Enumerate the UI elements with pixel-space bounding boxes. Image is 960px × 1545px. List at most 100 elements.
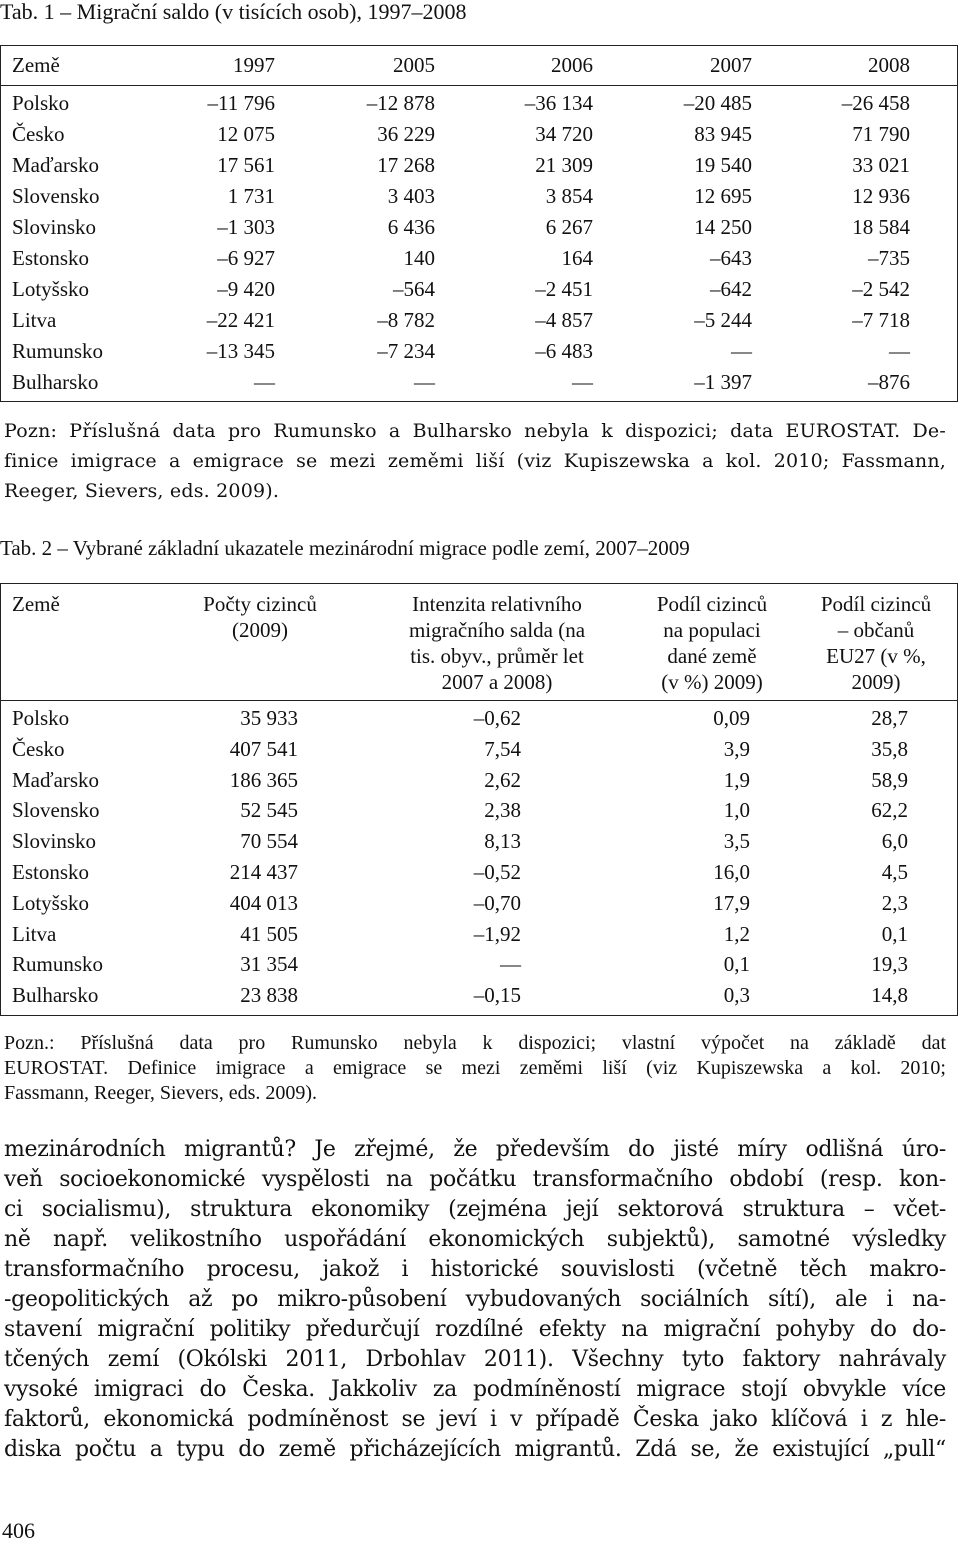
body-line: diska počtu a typu do země přicházejícíc… [4,1437,946,1462]
body-line: ci socialismu), struktura ekonomiky (zej… [4,1197,946,1222]
cell: 35,8 [871,736,908,761]
column-header: Podíl cizinců [656,592,768,616]
cell: –4 857 [535,308,593,332]
cell: 407 541 [229,736,298,761]
page-number: 406 [2,1518,35,1543]
cell: –735 [868,246,910,270]
table-2-header-rule [0,700,958,701]
cell: 404 013 [229,890,298,915]
cell: –2 542 [852,277,910,301]
column-header: na populaci [663,618,761,642]
row-label: Česko [12,736,65,761]
column-header: dané země [667,644,757,668]
cell: –20 485 [683,91,752,115]
body-line: vysoké imigraci do Česka. Jakkoliv za po… [4,1377,946,1402]
row-label: Rumunsko [12,952,104,977]
cell: 7,54 [484,736,521,761]
cell: –564 [393,277,435,301]
cell: 31 354 [240,952,298,977]
table-1-frame [0,45,958,402]
cell: 21 309 [535,153,593,177]
column-header: 2007 [710,53,752,77]
column-header: Podíl cizinců [820,592,932,616]
table-note: EUROSTAT. Definice imigrace a emigrace s… [4,1057,946,1079]
cell: –8 782 [377,308,435,332]
cell: –1,92 [473,921,521,946]
table-title: Tab. 1 – Migrační saldo (v tisících osob… [0,0,467,24]
column-header: tis. obyv., průměr let [410,644,584,668]
cell: — [731,339,752,363]
cell: –7 234 [377,339,435,363]
cell: –643 [710,246,752,270]
cell: 12 695 [694,184,752,208]
row-label: Slovinsko [12,829,97,854]
cell: 14,8 [871,983,908,1008]
cell: 6,0 [881,829,908,854]
row-label: Estonsko [12,860,90,884]
cell: –13 345 [206,339,275,363]
column-header: (2009) [232,618,288,642]
body-line: transformačního procesu, jakož i histori… [4,1257,946,1282]
cell: 33 021 [852,153,910,177]
cell: –9 420 [217,277,275,301]
cell: 0,09 [713,706,750,730]
cell: 17 268 [377,153,435,177]
cell: 3,5 [723,829,750,854]
cell: 1,0 [723,798,750,823]
cell: 8,13 [484,829,521,854]
cell: 36 229 [377,122,435,146]
row-label: Litva [12,308,57,332]
column-header: 2007 a 2008) [441,670,553,694]
row-label: Slovinsko [12,215,97,239]
table-note: Pozn.: Příslušná data pro Rumunsko nebyl… [4,1032,946,1054]
row-label: Maďarsko [12,153,100,177]
table-note: finice imigrace a emigrace se mezi zeměm… [4,450,946,472]
cell: 34 720 [535,122,593,146]
cell: –5 244 [694,308,752,332]
cell: 6 267 [545,215,593,239]
row-label: Slovensko [12,184,100,208]
cell: 14 250 [694,215,752,239]
cell: 83 945 [694,122,752,146]
cell: 12 075 [217,122,275,146]
column-header: – občanů [837,618,915,642]
cell: 19 540 [694,153,752,177]
cell: 4,5 [881,860,908,884]
cell: 1,2 [723,921,750,946]
cell: 70 554 [240,829,298,854]
cell: 0,3 [723,983,750,1008]
cell: –2 451 [535,277,593,301]
cell: –1 397 [694,370,752,394]
table-note: Reeger, Sievers, eds. 2009). [4,480,280,502]
body-line: mezinárodních migrantů? Je zřejmé, že př… [4,1137,946,1162]
column-header: (v %) 2009) [661,670,763,694]
cell: 0,1 [723,952,750,977]
body-line: faktorů, ekonomická podmíněnost se jeví … [4,1407,946,1432]
cell: 3,9 [723,736,750,761]
body-line: veň socioekonomické vyspělosti na počátk… [4,1167,946,1192]
row-label: Estonsko [12,246,90,270]
cell: –7 718 [852,308,910,332]
cell: 0,1 [881,921,908,946]
cell: –0,52 [473,860,521,884]
cell: –11 796 [207,91,275,115]
cell: –1 303 [217,215,275,239]
row-label: Česko [12,122,65,146]
cell: 6 436 [387,215,435,239]
row-label: Litva [12,921,57,946]
table-note: Fassmann, Reeger, Sievers, eds. 2009). [4,1082,318,1104]
cell: 23 838 [240,983,298,1008]
body-line: ně např. velikostního uspořádání ekonomi… [4,1227,946,1252]
column-header: 2008 [868,53,910,77]
cell: 2,3 [881,890,908,915]
cell: –6 483 [535,339,593,363]
row-label: Maďarsko [12,767,100,792]
cell: — [500,952,521,977]
cell: 18 584 [852,215,910,239]
column-header: 1997 [233,53,275,77]
cell: — [414,370,435,394]
row-label: Polsko [12,706,70,730]
row-label: Bulharsko [12,983,99,1008]
row-label: Slovensko [12,798,100,823]
